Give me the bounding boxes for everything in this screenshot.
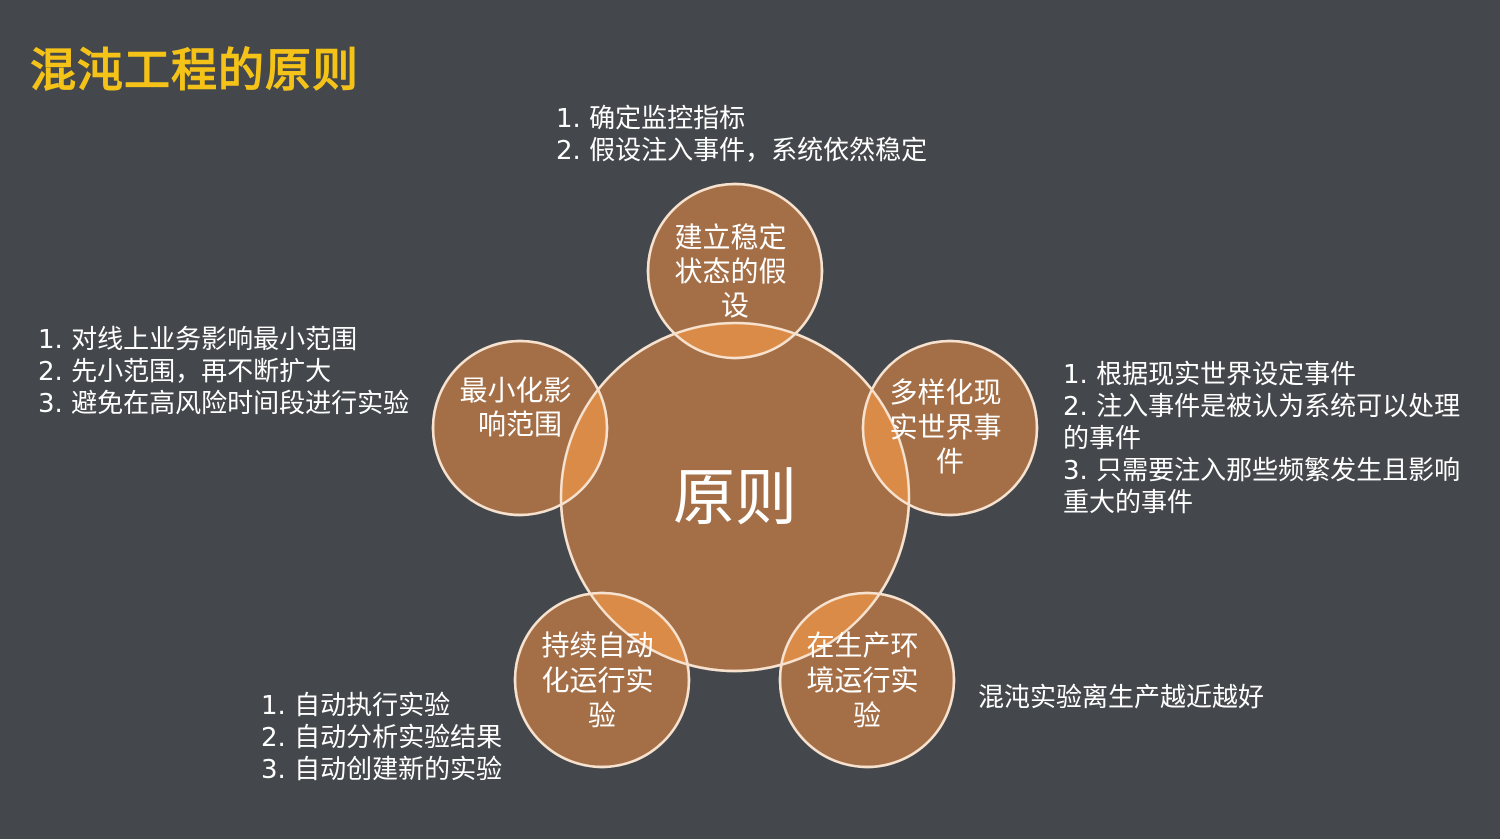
note-item: 2. 注入事件是被认为系统可以处理	[1063, 392, 1461, 422]
note-item: 的事件	[1063, 424, 1142, 454]
label-line: 最小化影	[460, 374, 572, 407]
center-label: 原则	[673, 461, 797, 534]
label-line: 状态的假	[675, 255, 787, 288]
label-line: 化运行实	[542, 664, 654, 697]
notes-automation: 1. 自动执行实验 2. 自动分析实验结果 3. 自动创建新的实验	[261, 690, 521, 786]
label-line: 实世界事	[890, 411, 1002, 444]
label-line: 在生产环	[807, 629, 919, 662]
note-item: 2. 自动分析实验结果	[261, 723, 503, 753]
label-line: 建立稳定	[675, 221, 787, 254]
principle-label-blast-radius: 最小化影 响范围	[460, 374, 581, 441]
notes-blast-radius: 1. 对线上业务影响最小范围 2. 先小范围，再不断扩大 3. 避免在高风险时间…	[38, 324, 428, 420]
label-line: 持续自动	[542, 629, 654, 662]
note-item: 重大的事件	[1063, 488, 1194, 518]
notes-production: 混沌实验离生产越近越好	[978, 682, 1298, 714]
label-line: 件	[936, 445, 964, 478]
principle-label-automation: 持续自动 化运行实 验	[542, 629, 663, 732]
label-line: 设	[721, 289, 749, 322]
note-item: 3. 只需要注入那些频繁发生且影响	[1063, 456, 1461, 486]
label-line: 境运行实	[807, 664, 919, 697]
principle-label-real-world-events: 多样化现 实世界事 件	[890, 376, 1011, 478]
label-line: 响范围	[478, 408, 562, 441]
principle-label-steady-state: 建立稳定 状态的假 设	[675, 221, 796, 322]
principle-label-production: 在生产环 境运行实 验	[807, 629, 928, 732]
label-line: 验	[588, 699, 616, 732]
note-item: 3. 避免在高风险时间段进行实验	[38, 389, 410, 419]
note-item: 1. 根据现实世界设定事件	[1063, 360, 1357, 390]
notes-steady-state: 1. 确定监控指标 2. 假设注入事件，系统依然稳定	[556, 103, 976, 167]
note-item: 1. 对线上业务影响最小范围	[38, 325, 358, 355]
note-item: 1. 自动执行实验	[261, 691, 451, 721]
note-item: 3. 自动创建新的实验	[261, 755, 503, 785]
note-item: 2. 假设注入事件，系统依然稳定	[556, 136, 928, 166]
label-line: 验	[853, 699, 881, 732]
note-item: 混沌实验离生产越近越好	[978, 683, 1265, 713]
notes-real-world-events: 1. 根据现实世界设定事件 2. 注入事件是被认为系统可以处理 的事件 3. 只…	[1063, 359, 1483, 519]
note-item: 1. 确定监控指标	[556, 104, 746, 134]
label-line: 多样化现	[890, 376, 1002, 409]
slide-title: 混沌工程的原则	[30, 43, 359, 97]
circle-outlines	[431, 182, 1039, 769]
note-item: 2. 先小范围，再不断扩大	[38, 357, 332, 387]
